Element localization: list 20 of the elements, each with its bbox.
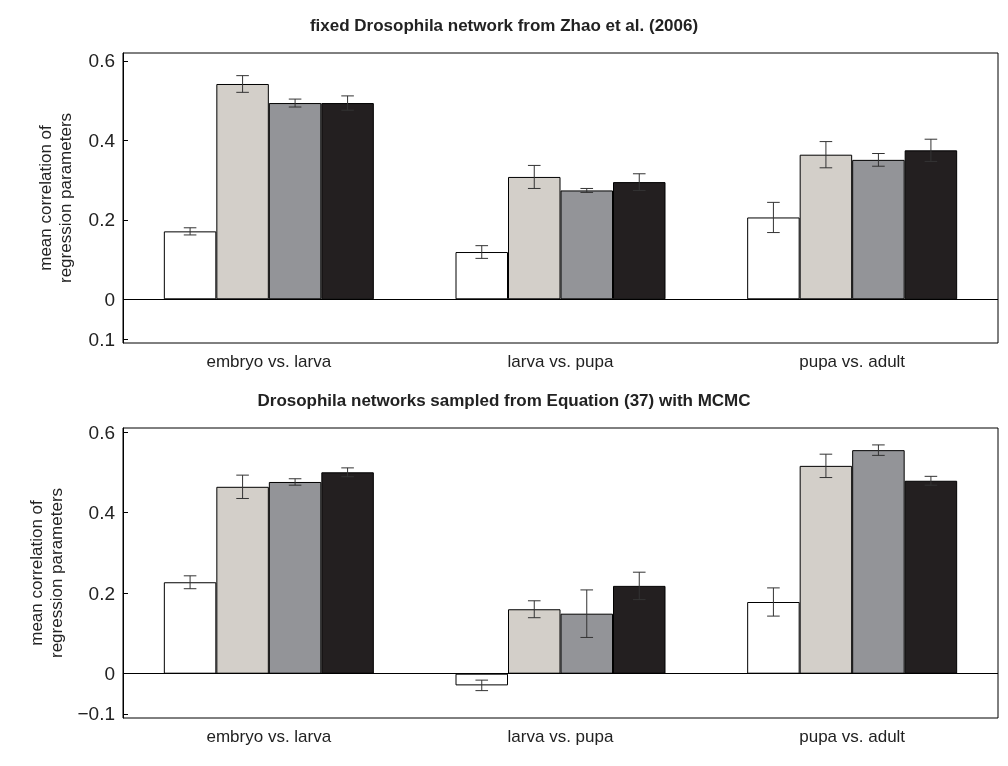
chart-title: fixed Drosophila network from Zhao et al. (2006) <box>309 16 699 35</box>
y-tick-label: 0.2 <box>88 209 115 231</box>
x-tick-label: pupa vs. adult <box>799 727 906 746</box>
y-axis-title: mean correlation of regression parameters <box>27 487 67 659</box>
y-tick-label: 0.4 <box>88 502 116 524</box>
x-tick-label: pupa vs. adult <box>799 352 906 371</box>
y-tick-label: 0.2 <box>88 582 115 604</box>
y-tick-label: −0.1 <box>77 703 115 725</box>
chart-title: Drosophila networks sampled from Equation (37) with MCMC <box>257 391 751 410</box>
x-tick-label: larva vs. pupa <box>507 352 614 371</box>
y-axis-title: mean correlation of regression parameters <box>35 112 75 284</box>
y-tick-label: 0.6 <box>88 421 115 443</box>
y-tick-label: 0.6 <box>88 50 115 72</box>
y-tick-label: 0 <box>104 288 115 310</box>
y-tick-label: 0.1 <box>88 328 115 350</box>
y-tick-label: 0.4 <box>88 129 116 151</box>
x-tick-label: embryo vs. larva <box>206 352 332 371</box>
y-tick-label: 0 <box>104 663 115 685</box>
x-tick-label: larva vs. pupa <box>507 727 614 746</box>
x-tick-label: embryo vs. larva <box>206 727 332 746</box>
